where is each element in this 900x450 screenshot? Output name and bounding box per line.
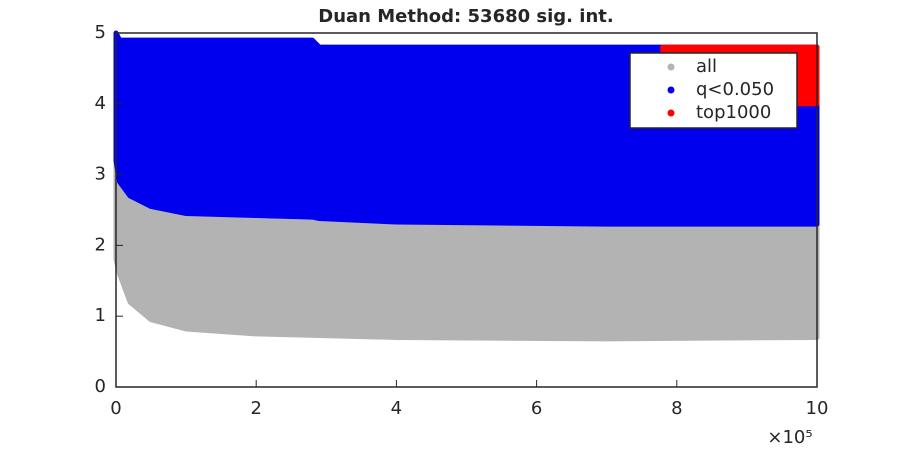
y-tick-label: 4 <box>95 93 106 114</box>
axes-box <box>115 32 818 388</box>
legend-marker <box>667 109 675 117</box>
legend-box <box>629 52 798 129</box>
x-tick-label: 6 <box>531 398 542 419</box>
x-tick-label: 4 <box>391 398 402 419</box>
y-tick-label: 0 <box>95 376 106 397</box>
legend-label: q<0.050 <box>696 79 774 100</box>
y-tick-label: 3 <box>95 164 106 185</box>
y-tick-label: 2 <box>95 234 106 255</box>
x-tick-label: 2 <box>250 398 261 419</box>
x-tick-label: 8 <box>671 398 682 419</box>
y-tick-label: 1 <box>95 305 106 326</box>
legend-label: all <box>696 56 717 77</box>
chart-title: Duan Method: 53680 sig. int. <box>318 6 613 27</box>
x-tick-label: 10 <box>806 398 829 419</box>
x-tick-label: 0 <box>110 398 121 419</box>
legend-marker <box>667 86 675 94</box>
legend-marker <box>667 63 675 71</box>
y-tick-label: 5 <box>95 22 106 43</box>
x-multiplier: ×10⁵ <box>767 427 812 448</box>
legend-label: top1000 <box>696 102 771 123</box>
